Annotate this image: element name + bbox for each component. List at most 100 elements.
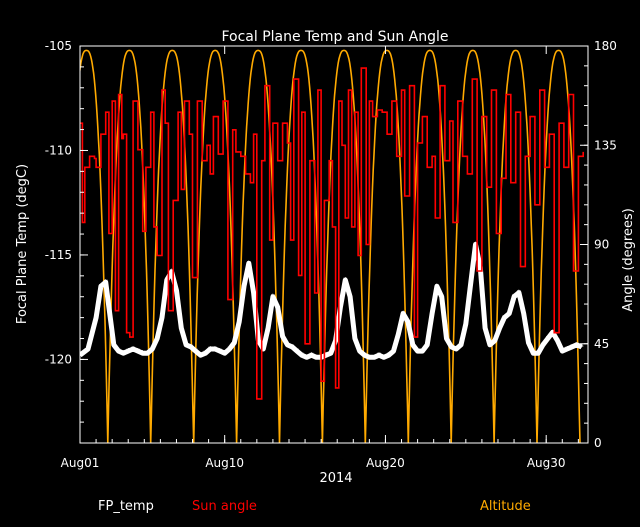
fp-temp-point: * (252, 289, 256, 298)
fp-temp-point: * (126, 347, 130, 356)
fp-temp-point: * (228, 345, 232, 354)
fp-temp-point: * (575, 341, 579, 350)
fp-temp-point: * (86, 345, 90, 354)
series-sun-angle-line (80, 67, 585, 400)
fp-temp-point: * (150, 345, 154, 354)
fp-temp-point: * (527, 339, 531, 348)
fp-temp-point: * (478, 263, 482, 272)
fp-temp-point: * (179, 324, 183, 333)
fp-temp-point: * (266, 324, 270, 333)
fp-temp-point: * (295, 347, 299, 356)
fp-temp-point: * (271, 293, 275, 302)
fp-temp-point: * (329, 349, 333, 358)
series-layer: **** **** * * * * * * ******** * * * * * * * * **********… (78, 49, 585, 443)
fp-temp-point: * (493, 337, 497, 346)
fp-temp-point: * (281, 332, 285, 341)
fp-temp-point: * (502, 314, 506, 323)
fp-temp-point: * (580, 343, 584, 352)
y-left-tick-label: -105 (45, 39, 72, 53)
fp-temp-point: * (160, 314, 164, 323)
y-right-tick-label: 0 (594, 436, 602, 450)
fp-temp-point: * (305, 353, 309, 362)
fp-temp-point: * (165, 276, 169, 285)
y-axis-right-label: Angle (degrees) (621, 208, 636, 312)
fp-temp-point: * (290, 343, 294, 352)
fp-temp-point: * (440, 293, 444, 302)
fp-temp-point: * (146, 349, 150, 358)
axes: Aug01 Aug10 Aug20 Aug30 -105 -110 -115 -120 180 1… (45, 39, 617, 470)
fp-temp-point: * (435, 282, 439, 291)
fp-temp-point: * (396, 330, 400, 339)
chart-title: Focal Plane Temp and Sun Angle (221, 29, 448, 45)
fp-temp-point: * (430, 309, 434, 318)
x-tick-label: Aug01 (61, 456, 100, 470)
fp-temp-point: * (363, 351, 367, 360)
fp-temp-point: * (522, 309, 526, 318)
fp-temp-point: * (507, 309, 511, 318)
fp-temp-point: * (121, 349, 125, 358)
fp-temp-point: * (99, 282, 103, 291)
fp-temp-point: * (199, 351, 203, 360)
fp-temp-point: * (174, 286, 178, 295)
fp-temp-point: * (469, 280, 473, 289)
fp-temp-point: * (401, 309, 405, 318)
fp-temp-point: * (464, 320, 468, 329)
fp-temp-point: * (94, 314, 98, 323)
fp-temp-point: * (208, 345, 212, 354)
legend-fp-temp: FP_temp (98, 499, 154, 514)
fp-temp-point: * (131, 345, 135, 354)
fp-temp-point: * (261, 345, 265, 354)
fp-temp-point: * (459, 341, 463, 350)
fp-temp-point: * (367, 353, 371, 362)
fp-temp-point: * (104, 278, 108, 287)
x-tick-label: Aug30 (527, 456, 566, 470)
fp-temp-point: * (570, 343, 574, 352)
x-tick-label: Aug10 (205, 456, 244, 470)
fp-temp-point: * (377, 351, 381, 360)
fp-temp-point: * (242, 282, 246, 291)
fp-temp-point: * (309, 351, 313, 360)
fp-temp-point: * (348, 293, 352, 302)
fp-temp-point: * (338, 303, 342, 312)
fp-temp-point: * (107, 303, 111, 312)
fp-temp-point: * (117, 347, 121, 356)
x-tick-label: Aug20 (366, 456, 405, 470)
fp-temp-point: * (223, 349, 227, 358)
fp-temp-point: * (300, 351, 304, 360)
fp-temp-point: * (565, 345, 569, 354)
fp-temp-point: * (387, 351, 391, 360)
fp-temp-point: * (218, 347, 222, 356)
fp-temp-point: * (391, 347, 395, 356)
y-right-tick-label: 180 (594, 39, 617, 53)
fp-temp-point: * (213, 345, 217, 354)
fp-temp-point: * (203, 349, 207, 358)
y-right-tick-label: 45 (594, 337, 609, 351)
fp-temp-point: * (358, 347, 362, 356)
fp-temp-point: * (285, 341, 289, 350)
fp-temp-point: * (112, 341, 116, 350)
y-left-tick-label: -120 (45, 352, 72, 366)
fp-temp-point: * (416, 347, 420, 356)
fp-temp-point: * (136, 347, 140, 356)
fp-temp-point: * (247, 259, 251, 268)
fp-temp-point: * (382, 353, 386, 362)
fp-temp-point: * (498, 324, 502, 333)
fp-temp-point: * (194, 347, 198, 356)
fp-temp-point: * (454, 345, 458, 354)
fp-temp-point: * (232, 339, 236, 348)
fp-temp-point: * (473, 241, 477, 250)
fp-temp-point: * (445, 335, 449, 344)
y-right-tick-label: 90 (594, 238, 609, 252)
fp-temp-point: * (78, 351, 82, 360)
y-left-tick-label: -115 (45, 248, 72, 262)
y-axis-left-label: Focal Plane Temp (degC) (15, 164, 30, 324)
fp-temp-point: * (531, 349, 535, 358)
fp-temp-point: * (170, 268, 174, 277)
fp-temp-point: * (555, 337, 559, 346)
fp-temp-point: * (184, 341, 188, 350)
fp-temp-point: * (276, 303, 280, 312)
fp-temp-point: * (189, 343, 193, 352)
fp-temp-point: * (425, 341, 429, 350)
